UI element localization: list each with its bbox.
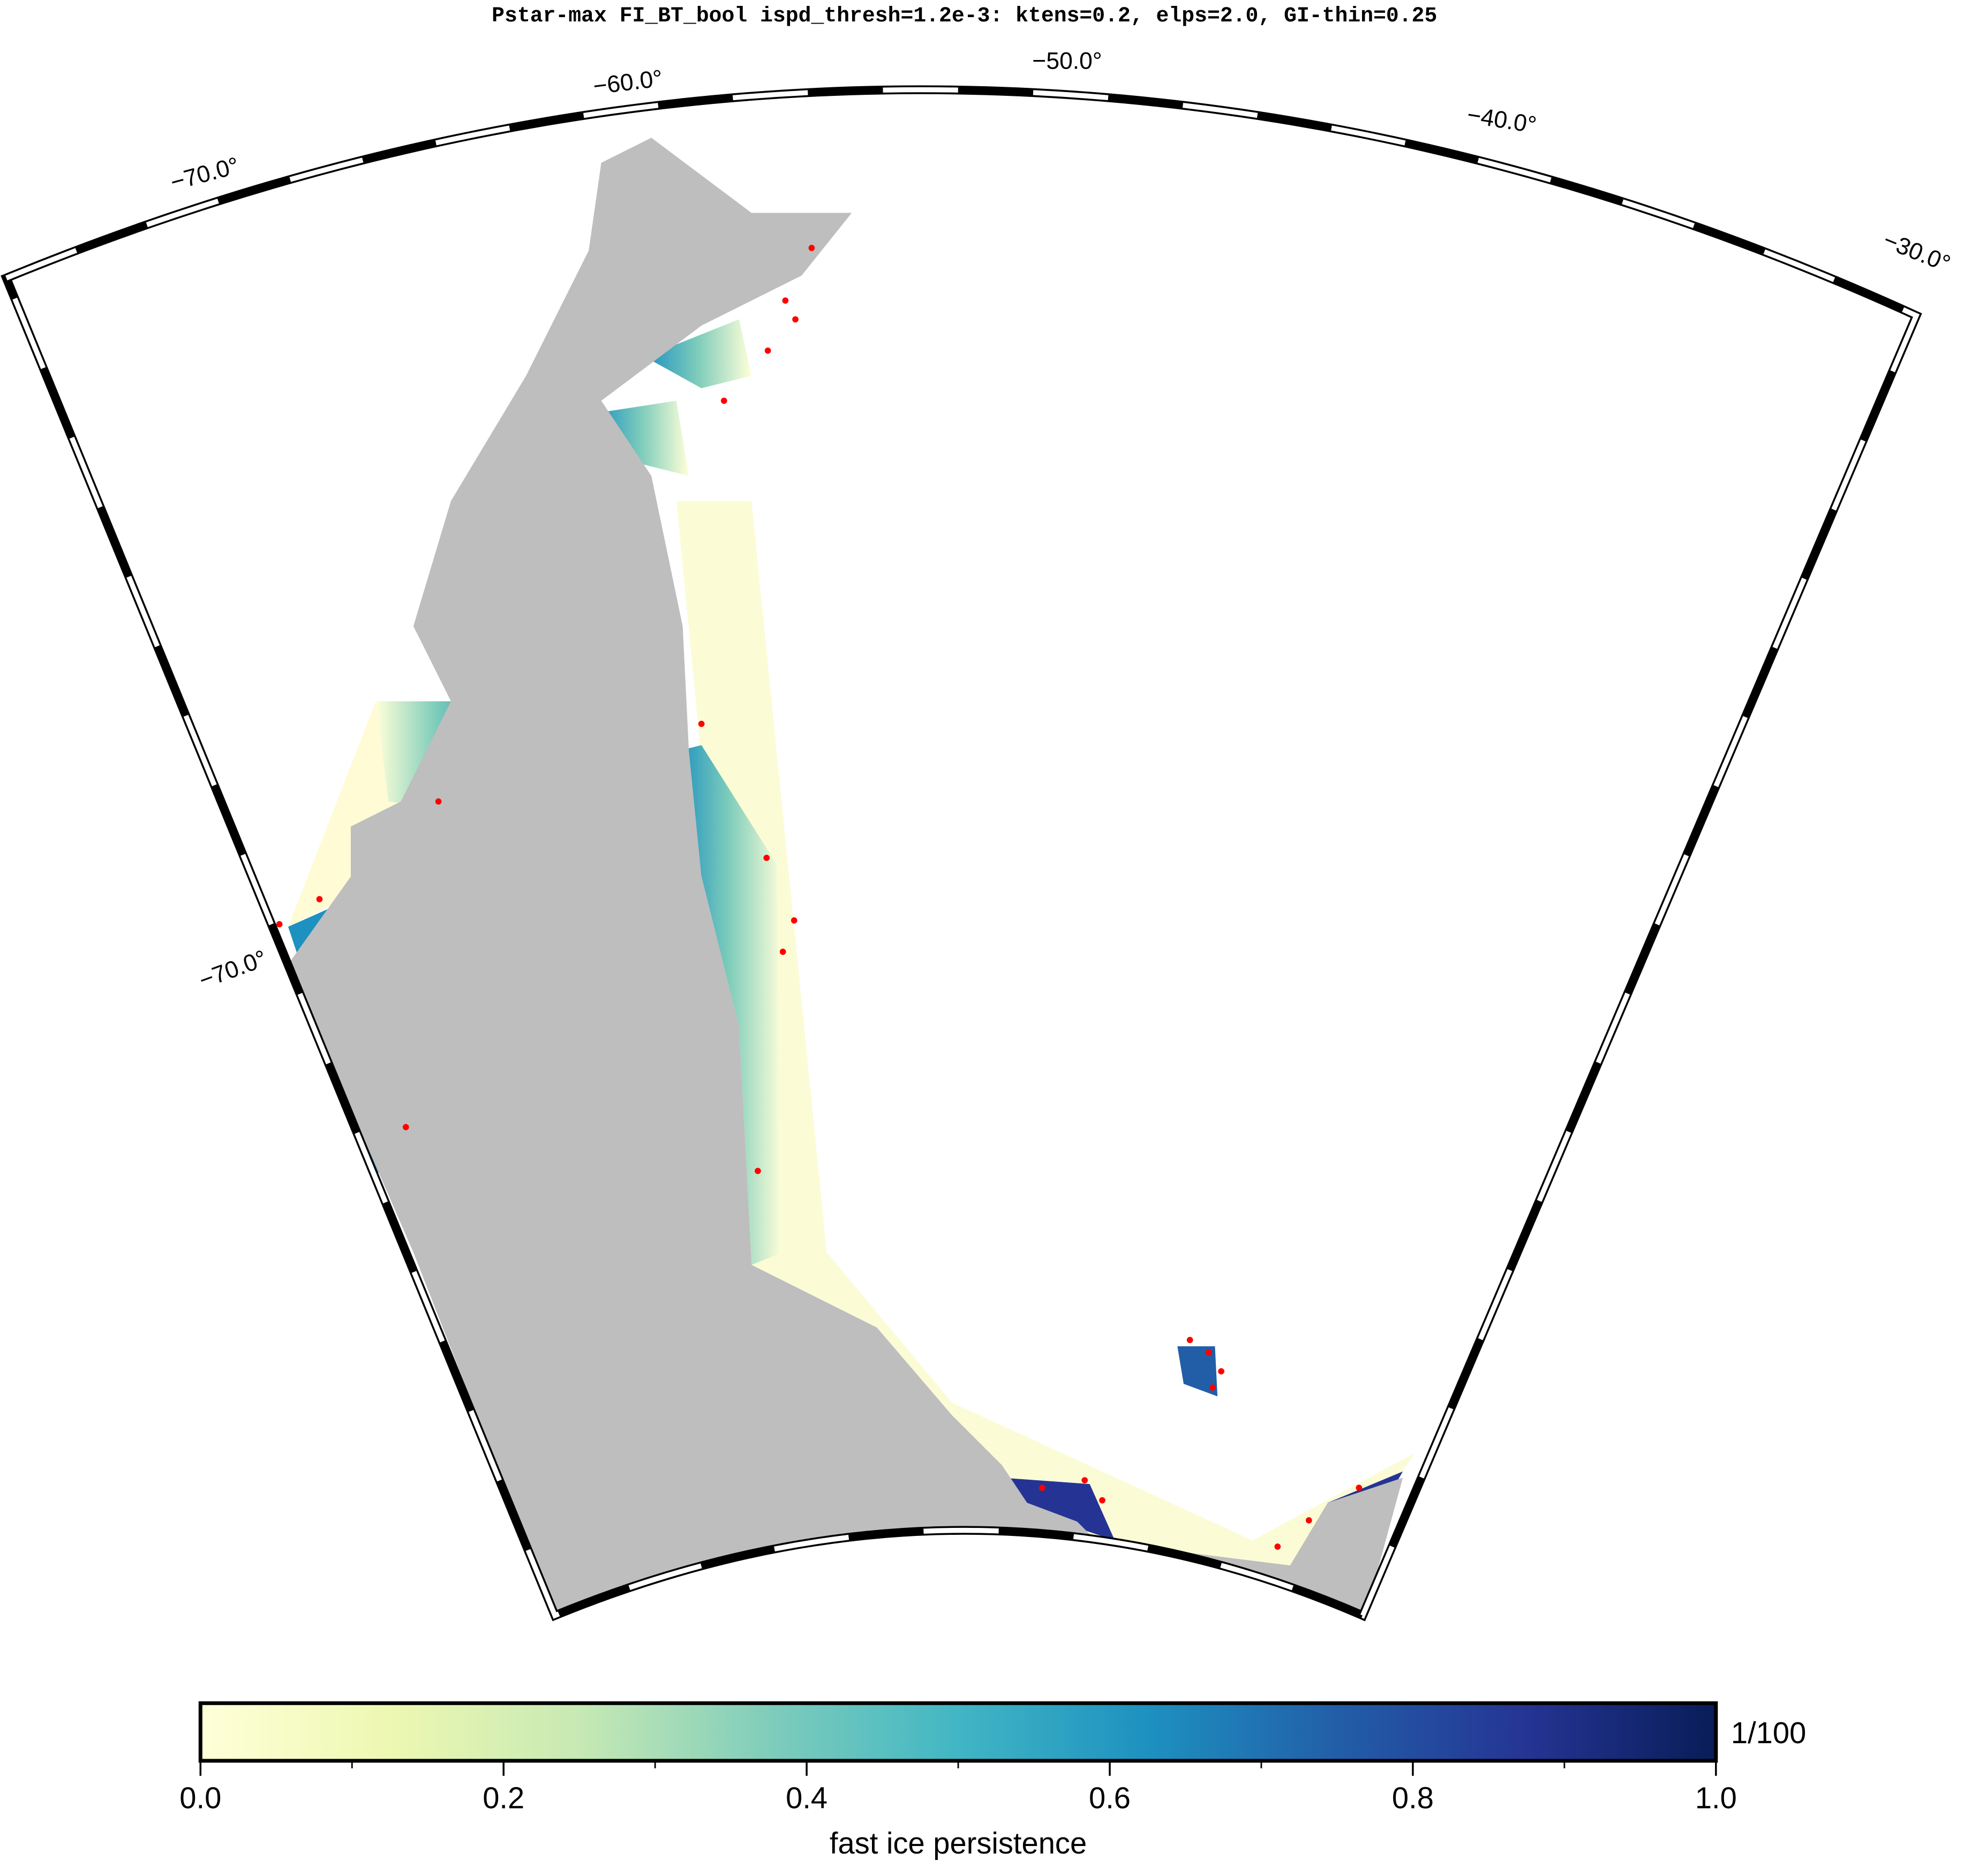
ice-haze [676, 501, 1416, 1578]
colorbar-tick-label: 0.8 [1392, 1781, 1434, 1815]
fast-ice [676, 745, 783, 1265]
graticule-label: −30.0° [1879, 227, 1954, 277]
colorbar: 0.0 0.2 0.4 0.6 0.8 1.0 1/100 fast ice persiste… [179, 1701, 1806, 1860]
colorbar-tick-label: 0.4 [786, 1781, 827, 1815]
colorbar-tick-label: 1.0 [1695, 1781, 1737, 1815]
land [288, 138, 1403, 1616]
colorbar-fill [198, 1701, 1718, 1763]
colorbar-tick-label: 0.6 [1089, 1781, 1131, 1815]
fast-ice [1177, 1346, 1218, 1397]
graticule-label: −50.0° [1032, 48, 1102, 74]
ocean [6, 89, 1916, 1616]
colorbar-tick-label: 0.2 [483, 1781, 524, 1815]
colorbar-unit: 1/100 [1731, 1716, 1806, 1750]
colorbar-tick-label: 0.0 [179, 1781, 221, 1815]
title: Pstar-max FI_BT_bool ispd_thresh=1.2e-3:… [492, 4, 1437, 28]
fast-ice [645, 319, 752, 388]
fast-ice [595, 401, 689, 476]
map-area [6, 89, 1916, 1616]
map-frame-dashes [3, 87, 1920, 1619]
fast-ice [1002, 1478, 1115, 1541]
graticule-label: −40.0° [1465, 102, 1538, 139]
graticule-label: −70.0° [195, 945, 270, 994]
graticule-label: −70.0° [168, 153, 242, 196]
grounded-icebergs [276, 245, 1363, 1550]
colorbar-label: fast ice persistence [830, 1826, 1087, 1860]
graticule-label: −60.0° [592, 65, 664, 100]
